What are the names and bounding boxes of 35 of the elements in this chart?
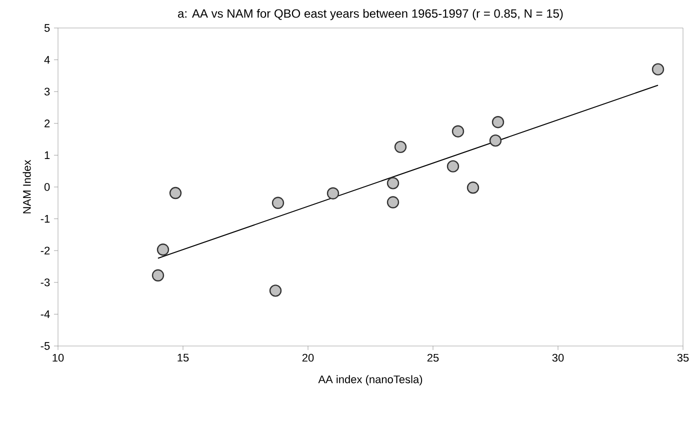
y-tick-label: -2	[40, 246, 50, 254]
chart-title: a: AA vs NAM for QBO east years between 1965-1997 (r = 0.85, N = 15)	[178, 8, 563, 20]
y-tick-label: 0	[44, 183, 50, 191]
y-tick-label: 4	[44, 56, 50, 64]
x-tick-label: 10	[52, 354, 64, 362]
x-tick-label: 15	[178, 354, 189, 362]
x-tick-label: 30	[552, 354, 564, 362]
point	[169, 186, 182, 200]
point	[326, 187, 340, 200]
x-tick-label: 35	[677, 354, 689, 362]
y-tick-label: 5	[44, 24, 50, 32]
point	[272, 196, 284, 209]
point	[446, 160, 460, 172]
point	[386, 196, 400, 208]
y-tick-label: 1	[44, 151, 50, 159]
y-tick-label: -4	[40, 310, 50, 318]
y-tick-label: 2	[44, 120, 50, 128]
x-tick-label: 25	[427, 354, 439, 362]
point	[489, 134, 502, 147]
y-tick-label: -5	[40, 342, 50, 350]
y-axis-title: NAM Index	[22, 160, 31, 214]
point	[386, 177, 400, 190]
point	[466, 182, 480, 194]
point	[452, 125, 464, 138]
point	[269, 284, 282, 297]
y-tick-label: -3	[40, 278, 50, 286]
point	[652, 63, 664, 76]
point	[156, 244, 170, 256]
y-tick-label: 3	[44, 88, 50, 96]
point	[492, 116, 504, 128]
point	[152, 269, 164, 282]
x-tick-label: 20	[302, 354, 314, 362]
y-tick-label: -1	[40, 215, 50, 223]
x-axis-title: AA index (nanoTesla)	[318, 375, 422, 386]
point	[394, 140, 407, 154]
